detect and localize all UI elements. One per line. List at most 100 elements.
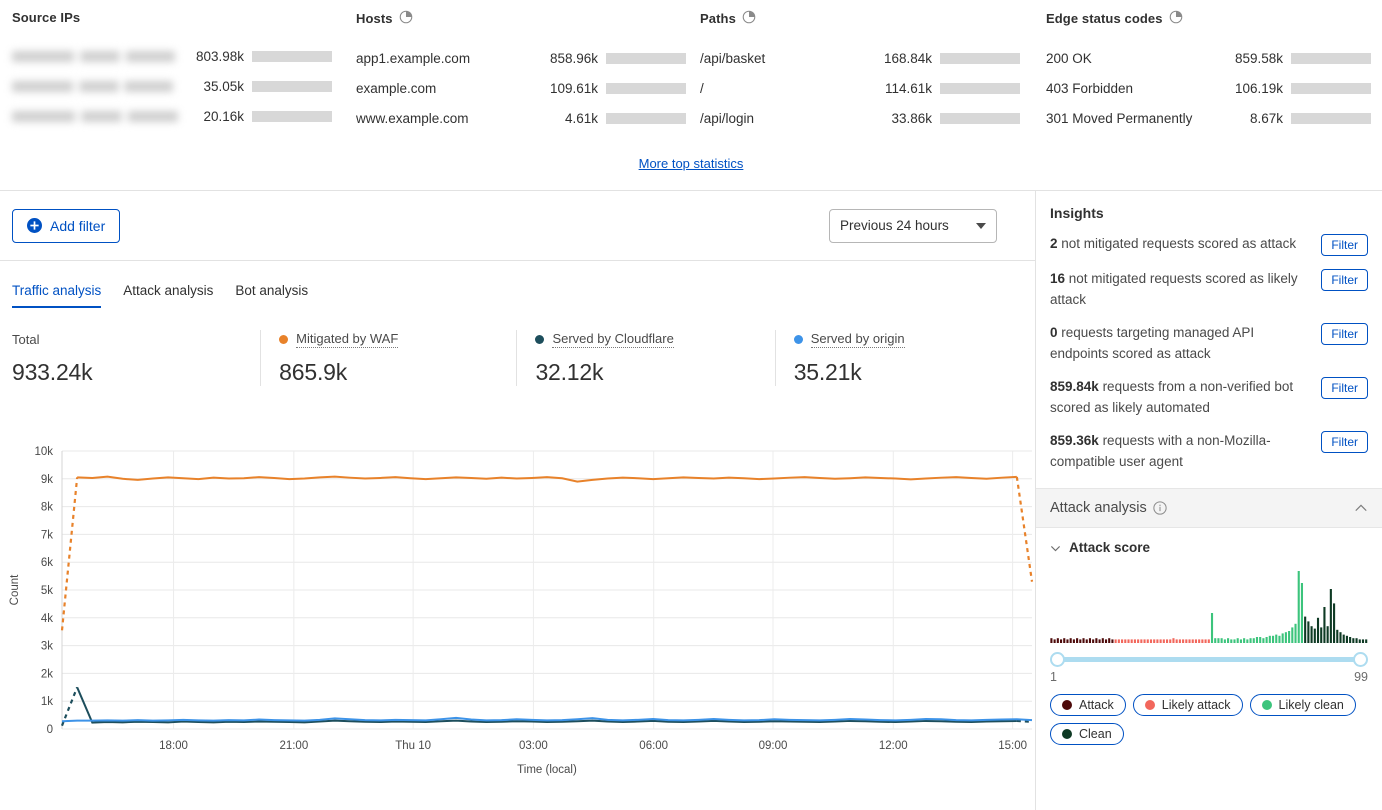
y-axis-tick: 10k: [34, 446, 53, 458]
insight-item: 16 not mitigated requests scored as like…: [1036, 262, 1382, 316]
top-stat-row[interactable]: 200 OK 859.58k: [1046, 43, 1371, 73]
histogram-bar: [1275, 635, 1277, 643]
tab-traffic-analysis[interactable]: Traffic analysis: [12, 283, 101, 308]
histogram-bar: [1070, 638, 1072, 643]
top-stat-label[interactable]: example.com: [356, 81, 436, 96]
pie-chart-icon[interactable]: [399, 10, 413, 27]
insights-title: Insights: [1036, 191, 1382, 227]
top-stat-row[interactable]: 35.05k: [12, 71, 332, 101]
metric-card: Mitigated by WAF 865.9k: [260, 330, 516, 386]
attack-score-slider[interactable]: [1036, 648, 1382, 670]
attack-analysis-header[interactable]: Attack analysis: [1036, 488, 1382, 528]
top-stat-row[interactable]: app1.example.com 858.96k: [356, 43, 686, 73]
top-stat-row[interactable]: 20.16k: [12, 101, 332, 131]
top-stat-value: 106.19k: [1235, 81, 1291, 96]
top-stat-column: Source IPs 803.98k 35.05k 20.16k: [12, 10, 332, 131]
insights-list: 2 not mitigated requests scored as attac…: [1036, 227, 1382, 478]
slider-track[interactable]: [1056, 657, 1362, 662]
time-range-select[interactable]: Previous 24 hours: [829, 209, 997, 243]
top-stat-row[interactable]: 403 Forbidden 106.19k: [1046, 73, 1371, 103]
top-stat-title: Edge status codes: [1046, 10, 1371, 27]
top-stat-row[interactable]: www.example.com 4.61k: [356, 103, 686, 133]
histogram-bar: [1131, 639, 1133, 643]
histogram-bar: [1217, 638, 1219, 643]
info-circle-icon[interactable]: [1153, 501, 1167, 515]
histogram-bar: [1060, 639, 1062, 643]
top-stat-label[interactable]: /api/basket: [700, 51, 765, 66]
chevron-up-icon[interactable]: [1354, 501, 1368, 515]
histogram-bar: [1160, 639, 1162, 643]
histogram-bar: [1336, 630, 1338, 643]
insight-filter-button[interactable]: Filter: [1321, 323, 1368, 345]
slider-handle-max[interactable]: [1353, 652, 1368, 667]
pie-chart-icon[interactable]: [1169, 10, 1183, 27]
attack-score-histogram[interactable]: [1036, 555, 1382, 648]
tab-attack-analysis[interactable]: Attack analysis: [123, 283, 213, 308]
top-stat-value: 20.16k: [203, 109, 252, 124]
insight-filter-button[interactable]: Filter: [1321, 234, 1368, 256]
more-top-statistics-wrap: More top statistics: [0, 155, 1382, 173]
top-stat-bar: [1291, 53, 1371, 64]
histogram-bar: [1121, 639, 1123, 643]
insight-amount: 16: [1050, 271, 1065, 286]
add-filter-button[interactable]: Add filter: [12, 209, 120, 243]
insight-filter-button[interactable]: Filter: [1321, 431, 1368, 453]
slider-handle-min[interactable]: [1050, 652, 1065, 667]
histogram-bar: [1282, 633, 1284, 643]
insight-amount: 2: [1050, 236, 1058, 251]
histogram-bar: [1089, 638, 1091, 643]
top-stat-row[interactable]: 301 Moved Permanently 8.67k: [1046, 103, 1371, 133]
top-stat-title: Hosts: [356, 10, 686, 27]
metric-color-dot: [535, 335, 544, 344]
legend-chip-label: Likely clean: [1279, 698, 1344, 712]
histogram-bar: [1054, 639, 1056, 643]
analysis-tabs: Traffic analysis Attack analysis Bot analy…: [0, 261, 1035, 308]
histogram-bar: [1205, 639, 1207, 643]
metric-label[interactable]: Mitigated by WAF: [296, 331, 398, 348]
histogram-bar: [1118, 639, 1120, 643]
y-axis-label: Count: [9, 574, 21, 605]
series-dashed-head: [62, 477, 77, 630]
top-stat-row[interactable]: / 114.61k: [700, 73, 1020, 103]
top-stat-label[interactable]: 301 Moved Permanently: [1046, 111, 1192, 126]
tab-bot-analysis[interactable]: Bot analysis: [235, 283, 308, 308]
top-stat-label-redacted: [12, 51, 175, 62]
slider-min-label: 1: [1050, 670, 1057, 684]
attack-score-toggle[interactable]: Attack score: [1036, 528, 1382, 555]
y-axis-tick: 5k: [41, 585, 53, 597]
histogram-bar: [1266, 637, 1268, 643]
metric-label[interactable]: Served by Cloudflare: [552, 331, 673, 348]
histogram-bar: [1198, 639, 1200, 643]
y-axis-tick: 8k: [41, 502, 53, 514]
top-stat-row[interactable]: 803.98k: [12, 41, 332, 71]
pie-chart-icon[interactable]: [742, 10, 756, 27]
top-stat-row[interactable]: /api/basket 168.84k: [700, 43, 1020, 73]
top-stat-label[interactable]: /: [700, 81, 704, 96]
more-top-statistics-link[interactable]: More top statistics: [639, 156, 744, 171]
top-stat-row[interactable]: example.com 109.61k: [356, 73, 686, 103]
top-stat-label[interactable]: 200 OK: [1046, 51, 1092, 66]
insight-filter-button[interactable]: Filter: [1321, 377, 1368, 399]
metric-header: Mitigated by WAF: [279, 330, 496, 348]
insight-filter-button[interactable]: Filter: [1321, 269, 1368, 291]
top-stat-label[interactable]: 403 Forbidden: [1046, 81, 1133, 96]
metric-label[interactable]: Served by origin: [811, 331, 905, 348]
legend-chip-clean[interactable]: Clean: [1050, 723, 1124, 745]
top-stat-label[interactable]: www.example.com: [356, 111, 469, 126]
legend-chip-likely-attack[interactable]: Likely attack: [1133, 694, 1243, 716]
legend-chip-attack[interactable]: Attack: [1050, 694, 1126, 716]
metric-value: 35.21k: [794, 359, 1003, 386]
legend-chip-label: Attack: [1079, 698, 1114, 712]
x-axis-tick: 18:00: [159, 740, 188, 752]
top-stat-bar: [1291, 113, 1371, 124]
histogram-bar: [1294, 624, 1296, 643]
top-stat-label[interactable]: app1.example.com: [356, 51, 470, 66]
histogram-bar: [1079, 639, 1081, 643]
legend-chip-likely-clean[interactable]: Likely clean: [1250, 694, 1356, 716]
histogram-bar: [1343, 635, 1345, 643]
top-stat-bar: [606, 113, 686, 124]
top-stat-row[interactable]: /api/login 33.86k: [700, 103, 1020, 133]
histogram-bar: [1124, 639, 1126, 643]
top-stat-label[interactable]: /api/login: [700, 111, 754, 126]
traffic-chart[interactable]: 0 1k 2k 3k 4k 5k 6k 7k 8k 9k 10k 18:00 21:00 Thu 10 03…: [0, 441, 1036, 801]
